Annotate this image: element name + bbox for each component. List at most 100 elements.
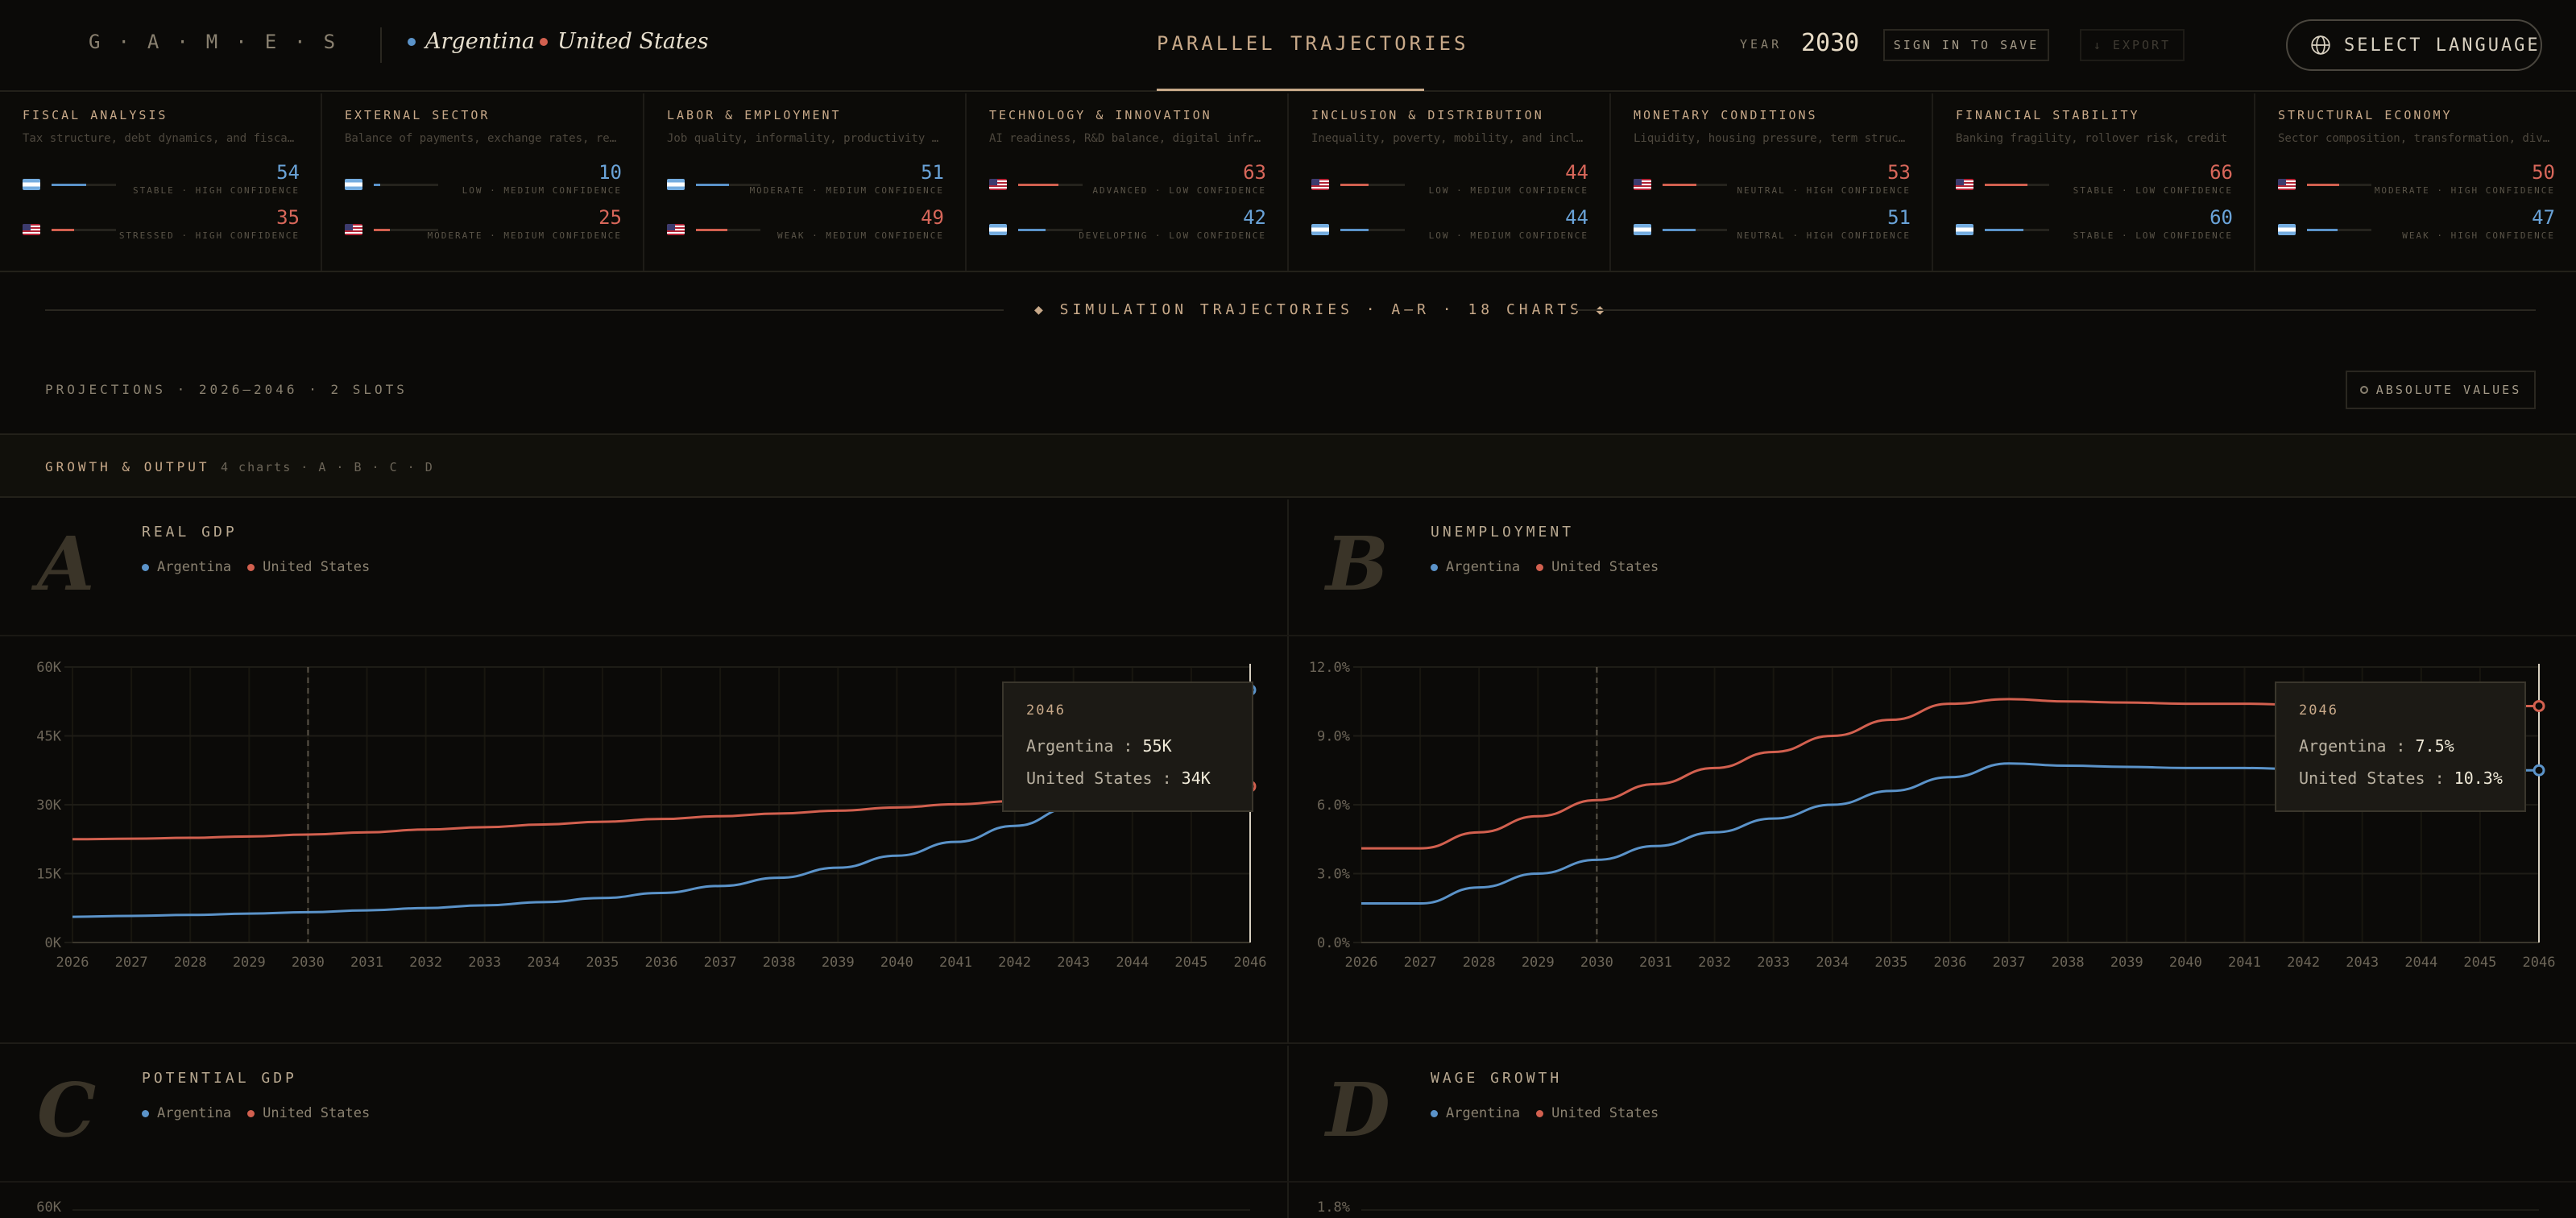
indicator-card[interactable]: FISCAL ANALYSIS Tax structure, debt dynam…	[0, 93, 322, 271]
tooltip-year: 2046	[2299, 702, 2338, 719]
legend-united-states-label[interactable]: United States	[1551, 559, 1659, 575]
chart-panel-c: C POTENTIAL GDP Argentina United States 60K	[0, 1046, 1289, 1218]
tooltip-label: Argentina :	[2299, 736, 2406, 756]
legend-united-states-label[interactable]: United States	[263, 559, 371, 575]
score-bar-fill	[1663, 229, 1696, 231]
tooltip-label: United States :	[1026, 768, 1172, 788]
x-tick-label: 2043	[2346, 955, 2379, 971]
indicator-row: 51 MODERATE · MEDIUM CONFIDENCE	[667, 161, 944, 196]
y-tick-label: 60K	[36, 1199, 61, 1216]
country-united-states-label: United States	[557, 29, 709, 54]
y-tick-label: 1.8%	[1317, 1199, 1350, 1216]
score-bar-fill	[52, 184, 87, 186]
argentina-flag-icon	[1634, 224, 1651, 235]
indicator-score: 51	[921, 161, 944, 184]
x-tick-label: 2034	[527, 955, 560, 971]
indicator-card[interactable]: FINANCIAL STABILITY Banking fragility, ro…	[1933, 93, 2255, 271]
indicator-status: STABLE · LOW CONFIDENCE	[2073, 185, 2233, 196]
line-chart[interactable]: 60K	[0, 1183, 1289, 1218]
indicator-status: MODERATE · HIGH CONFIDENCE	[2374, 185, 2555, 196]
x-tick-label: 2028	[1463, 955, 1496, 971]
indicator-status: NEUTRAL · HIGH CONFIDENCE	[1737, 185, 1911, 196]
country-argentina[interactable]: Argentina	[408, 29, 535, 54]
panel-header: C POTENTIAL GDP Argentina United States	[0, 1046, 1289, 1183]
indicator-card[interactable]: MONETARY CONDITIONS Liquidity, housing pr…	[1611, 93, 1933, 271]
country-united-states[interactable]: United States	[540, 29, 709, 54]
country-argentina-label: Argentina	[425, 29, 536, 54]
indicator-row: 50 MODERATE · HIGH CONFIDENCE	[2278, 161, 2555, 196]
score-bar-fill	[1985, 229, 2023, 231]
line-chart[interactable]: 0K 15K 30K 45K 60K 2026 2027 2028 2029 2030 2031 20…	[0, 636, 1289, 1042]
indicator-score: 25	[598, 206, 622, 229]
x-tick-label: 2046	[1234, 955, 1267, 971]
group-header[interactable]: GROWTH & OUTPUT 4 charts · A · B · C · D	[0, 433, 2576, 498]
legend-argentina-label[interactable]: Argentina	[1446, 559, 1521, 575]
panel-header: B UNEMPLOYMENT Argentina United States	[1289, 499, 2576, 636]
indicator-card[interactable]: STRUCTURAL ECONOMY Sector composition, tr…	[2255, 93, 2576, 271]
indicator-card[interactable]: INCLUSION & DISTRIBUTION Inequality, pove…	[1289, 93, 1611, 271]
x-tick-label: 2037	[704, 955, 737, 971]
indicator-description: Inequality, poverty, mobility, and inclu…	[1311, 132, 1585, 145]
x-tick-label: 2026	[56, 955, 89, 971]
indicator-row: 63 ADVANCED · LOW CONFIDENCE	[989, 161, 1266, 196]
hover-point-united-states[interactable]	[2533, 699, 2545, 712]
indicator-card[interactable]: EXTERNAL SECTOR Balance of payments, exch…	[322, 93, 644, 271]
legend-argentina-label[interactable]: Argentina	[1446, 1105, 1521, 1121]
legend-united-states-label[interactable]: United States	[263, 1105, 371, 1121]
score-bar-track	[2307, 184, 2371, 186]
panel-header: A REAL GDP Argentina United States	[0, 499, 1289, 636]
line-chart[interactable]: 1.8%	[1289, 1183, 2576, 1218]
chart-panel-d: D WAGE GROWTH Argentina United States 1.8%	[1289, 1046, 2576, 1218]
indicator-card[interactable]: LABOR & EMPLOYMENT Job quality, informali…	[644, 93, 967, 271]
indicator-description: Tax structure, debt dynamics, and fiscal…	[23, 132, 296, 145]
argentina-flag-icon	[989, 224, 1007, 235]
indicator-score: 35	[276, 206, 300, 229]
page-title[interactable]: PARALLEL TRAJECTORIES	[1157, 32, 1469, 55]
united-states-flag-icon	[23, 224, 40, 235]
x-tick-label: 2046	[2523, 955, 2556, 971]
select-language-button[interactable]: SELECT LANGUAGE	[2286, 19, 2542, 71]
indicator-title: TECHNOLOGY & INNOVATION	[989, 108, 1212, 122]
x-tick-label: 2032	[409, 955, 442, 971]
radio-circle-icon	[2359, 386, 2368, 394]
x-tick-label: 2029	[233, 955, 266, 971]
score-bar-fill	[1663, 184, 1697, 186]
argentina-flag-icon	[1311, 224, 1329, 235]
x-tick-label: 2031	[350, 955, 383, 971]
tooltip-value: 34K	[1181, 768, 1211, 788]
sign-in-button[interactable]: SIGN IN TO SAVE	[1883, 29, 2049, 61]
x-tick-label: 2045	[2463, 955, 2496, 971]
legend-argentina-label[interactable]: Argentina	[157, 1105, 232, 1121]
indicator-description: AI readiness, R&D balance, digital infra…	[989, 132, 1263, 145]
x-tick-label: 2031	[1639, 955, 1672, 971]
indicator-row: 25 MODERATE · MEDIUM CONFIDENCE	[345, 206, 622, 241]
indicator-row: 42 DEVELOPING · LOW CONFIDENCE	[989, 206, 1266, 241]
export-button[interactable]: ↓ EXPORT	[2080, 29, 2185, 61]
projections-label: PROJECTIONS · 2026–2046 · 2 SLOTS	[45, 382, 408, 397]
legend-argentina-label[interactable]: Argentina	[157, 559, 232, 575]
united-states-flag-icon	[2278, 179, 2296, 190]
score-bar-fill	[696, 184, 729, 186]
x-tick-label: 2033	[1757, 955, 1790, 971]
tooltip-label: United States :	[2299, 768, 2445, 788]
indicator-card[interactable]: TECHNOLOGY & INNOVATION AI readiness, R&D…	[967, 93, 1289, 271]
hover-point-argentina[interactable]	[2533, 764, 2545, 777]
x-tick-label: 2033	[468, 955, 501, 971]
x-tick-label: 2041	[939, 955, 972, 971]
score-bar-track	[1985, 184, 2049, 186]
absolute-values-toggle[interactable]: ABSOLUTE VALUES	[2346, 371, 2536, 409]
panel-title: UNEMPLOYMENT	[1431, 524, 1575, 541]
x-tick-label: 2037	[1993, 955, 2026, 971]
year-value[interactable]: 2030	[1801, 29, 1860, 57]
indicator-description: Liquidity, housing pressure, term struct…	[1634, 132, 1907, 145]
legend-argentina-dot-icon	[142, 563, 149, 571]
legend-united-states-dot-icon	[1536, 1109, 1544, 1117]
panel-legend: Argentina United States	[1431, 559, 1659, 575]
brand-logo[interactable]: G·A·M·E·S	[89, 31, 354, 53]
x-tick-label: 2032	[1698, 955, 1731, 971]
legend-united-states-label[interactable]: United States	[1551, 1105, 1659, 1121]
x-tick-label: 2044	[1116, 955, 1149, 971]
score-bar-fill	[2307, 229, 2338, 231]
section-banner: ◆ SIMULATION TRAJECTORIES · A–R · 18 CHA…	[1034, 301, 1609, 318]
y-tick-label: 0K	[45, 935, 62, 951]
